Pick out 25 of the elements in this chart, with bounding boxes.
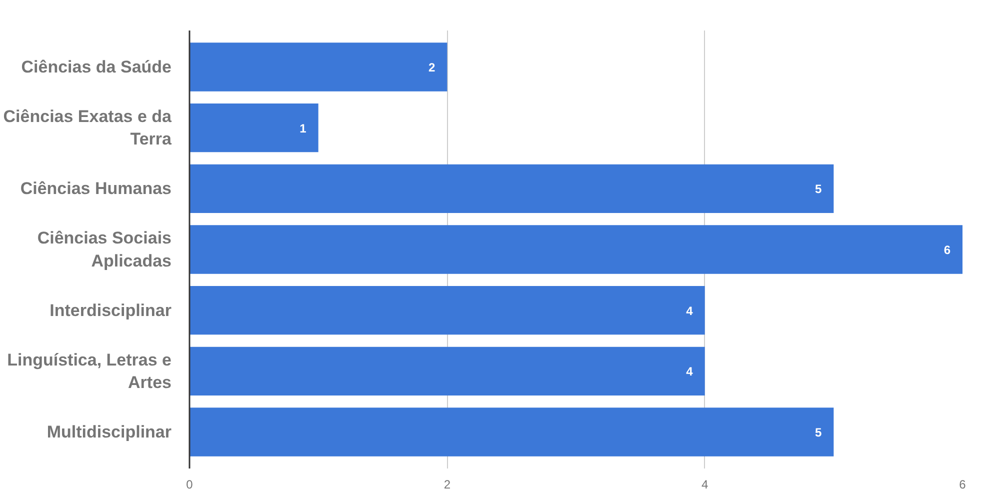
data-label: 5 xyxy=(814,182,822,196)
bar xyxy=(190,346,705,396)
data-label: 4 xyxy=(686,304,694,318)
bar xyxy=(190,286,705,335)
y-tick-label: Linguística, Letras e Artes xyxy=(7,350,172,392)
data-label: 1 xyxy=(300,121,307,136)
x-tick-label: 0 xyxy=(186,478,194,491)
x-tick-label: 4 xyxy=(701,478,708,491)
bar xyxy=(190,104,318,152)
y-tick-label: Multidisciplinar xyxy=(46,422,172,442)
y-tick-label: Interdisciplinar xyxy=(50,300,172,320)
y-tick-label: Ciências da Saúde xyxy=(21,58,172,76)
bar xyxy=(190,42,448,92)
data-label: 5 xyxy=(814,426,822,440)
data-label: 2 xyxy=(428,60,436,74)
x-tick-label: 6 xyxy=(959,478,966,491)
bar xyxy=(190,408,834,456)
x-tick-label: 2 xyxy=(444,478,451,491)
y-tick-label: Ciências Exatas e da Terra xyxy=(3,106,172,149)
bar xyxy=(190,225,962,274)
bar xyxy=(190,164,834,213)
y-tick-label: Ciências Humanas xyxy=(20,179,172,198)
data-label: 6 xyxy=(944,243,951,257)
data-label: 4 xyxy=(686,364,694,379)
y-tick-label: Ciências Sociais Aplicadas xyxy=(37,228,172,270)
